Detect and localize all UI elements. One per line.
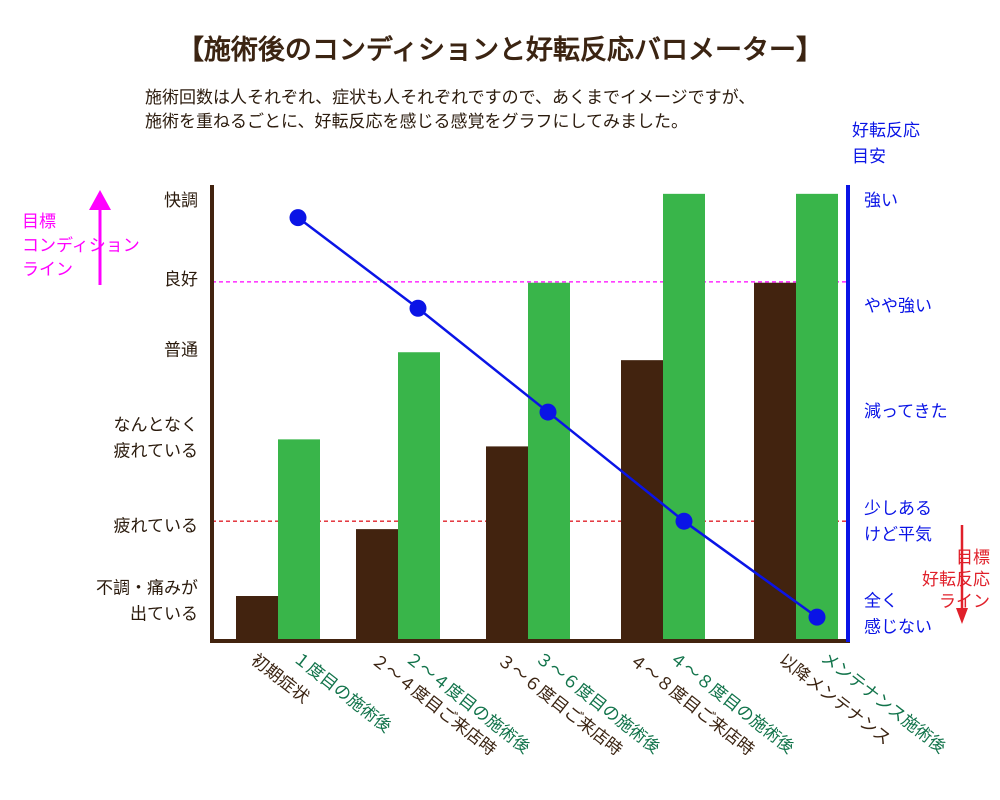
right-tick-label: 減ってきた xyxy=(864,402,948,422)
bar-after xyxy=(278,439,320,640)
bar-before xyxy=(486,446,528,640)
reaction-point xyxy=(808,608,826,626)
chart-title: 【施術後のコンディションと好転反応バロメーター】 xyxy=(176,35,824,66)
bar-after xyxy=(796,193,838,640)
subtitle-line: 施術を重ねるごとに、好転反応を感じる感覚をグラフにしてみました。 xyxy=(145,112,688,132)
reaction-point xyxy=(289,209,307,227)
reaction-point xyxy=(675,512,693,530)
bar-before xyxy=(754,282,796,640)
reaction-point xyxy=(539,403,557,421)
subtitle-line: 施術回数は人それぞれ、症状も人それぞれですので、あくまでイメージですが、 xyxy=(145,88,756,108)
target-reaction-label: 目標好転反応ライン xyxy=(922,548,990,612)
bar-before xyxy=(356,529,398,640)
right-tick-label: やや強い xyxy=(864,297,932,317)
left-tick-label: 疲れている xyxy=(114,517,199,537)
left-tick-label: 普通 xyxy=(164,341,198,361)
left-tick-label: 不調・痛みが出ている xyxy=(96,578,198,624)
bar-after xyxy=(528,282,570,640)
right-tick-label: 全く感じない xyxy=(864,592,932,638)
left-tick-label: 良好 xyxy=(164,270,198,290)
reaction-point xyxy=(409,299,427,317)
right-axis-title: 好転反応目安 xyxy=(852,121,920,167)
arrow-up-icon xyxy=(89,190,111,210)
right-tick-label: 少しあるけど平気 xyxy=(864,499,932,545)
target-condition-label: 目標コンディションライン xyxy=(22,212,140,280)
bar-after xyxy=(398,352,440,640)
arrow-down-icon xyxy=(956,608,968,624)
chart-subtitle: 施術回数は人それぞれ、症状も人それぞれですので、あくまでイメージですが、 施術を… xyxy=(145,86,755,134)
bar-before xyxy=(236,596,278,640)
right-tick-label: 強い xyxy=(864,191,898,211)
bar-after xyxy=(663,193,705,640)
left-tick-label: なんとなく疲れている xyxy=(114,416,199,462)
left-tick-label: 快調 xyxy=(164,191,198,211)
